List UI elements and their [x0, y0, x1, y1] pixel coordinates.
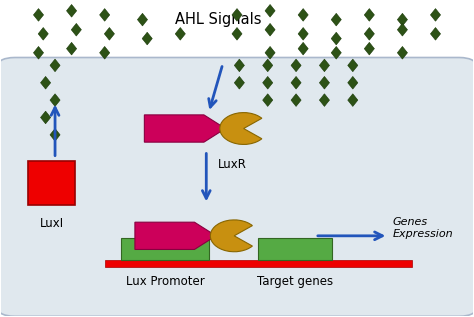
FancyBboxPatch shape [28, 161, 75, 205]
Polygon shape [397, 23, 408, 36]
Text: AHL Signals: AHL Signals [175, 12, 261, 27]
Polygon shape [331, 47, 341, 59]
Polygon shape [71, 23, 82, 36]
Polygon shape [41, 76, 51, 89]
Polygon shape [234, 59, 245, 72]
Polygon shape [265, 47, 275, 59]
Polygon shape [66, 42, 77, 55]
FancyBboxPatch shape [0, 57, 474, 316]
Polygon shape [66, 4, 77, 17]
Bar [105, 261, 412, 267]
Polygon shape [265, 4, 275, 17]
Polygon shape [175, 28, 185, 40]
Polygon shape [365, 28, 374, 40]
Polygon shape [298, 28, 308, 40]
Polygon shape [319, 94, 329, 107]
Polygon shape [365, 9, 374, 21]
Bar [121, 238, 209, 261]
Wedge shape [210, 220, 253, 252]
Polygon shape [100, 47, 109, 59]
Polygon shape [41, 111, 51, 124]
Polygon shape [234, 76, 245, 89]
Text: LuxR: LuxR [218, 158, 246, 171]
Polygon shape [34, 47, 44, 59]
Polygon shape [145, 115, 226, 142]
Polygon shape [348, 94, 358, 107]
Text: Target genes: Target genes [257, 275, 333, 288]
Polygon shape [319, 59, 329, 72]
Polygon shape [291, 94, 301, 107]
Polygon shape [232, 28, 242, 40]
Polygon shape [38, 28, 48, 40]
Polygon shape [137, 13, 147, 26]
Polygon shape [291, 76, 301, 89]
Polygon shape [319, 76, 329, 89]
Polygon shape [365, 42, 374, 55]
Polygon shape [348, 59, 358, 72]
Bar [258, 238, 331, 261]
Polygon shape [50, 59, 60, 72]
Polygon shape [142, 32, 152, 45]
Polygon shape [100, 9, 109, 21]
Polygon shape [50, 94, 60, 107]
Polygon shape [291, 59, 301, 72]
Text: LuxI: LuxI [39, 217, 64, 230]
Polygon shape [298, 9, 308, 21]
Wedge shape [220, 113, 262, 145]
Polygon shape [232, 9, 242, 21]
Polygon shape [50, 128, 60, 141]
Polygon shape [263, 76, 273, 89]
Polygon shape [265, 23, 275, 36]
Polygon shape [298, 42, 308, 55]
Polygon shape [397, 47, 408, 59]
Text: Lux Promoter: Lux Promoter [126, 275, 204, 288]
Text: Genes
Expression: Genes Expression [393, 217, 454, 239]
Polygon shape [331, 32, 341, 45]
Polygon shape [397, 13, 408, 26]
Polygon shape [348, 76, 358, 89]
Polygon shape [34, 9, 44, 21]
Polygon shape [263, 59, 273, 72]
Polygon shape [104, 28, 114, 40]
Polygon shape [331, 13, 341, 26]
Polygon shape [263, 94, 273, 107]
Polygon shape [430, 9, 440, 21]
Polygon shape [430, 28, 440, 40]
Polygon shape [135, 222, 216, 249]
